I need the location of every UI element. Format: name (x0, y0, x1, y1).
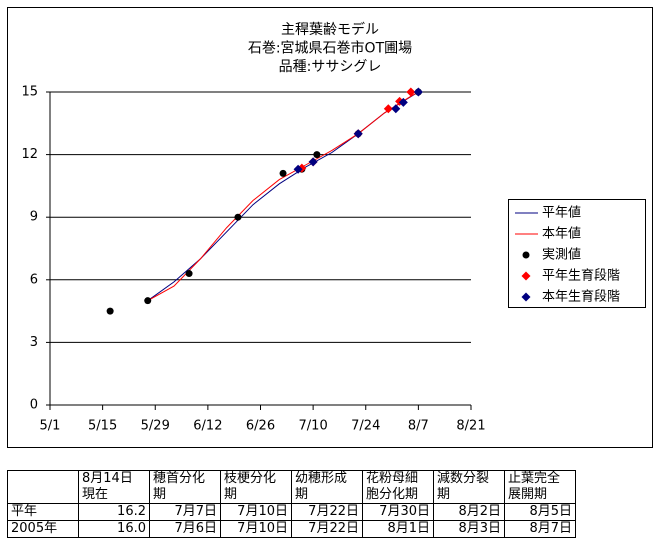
corner-cell (7, 470, 79, 504)
header-text: 胞分化期 (366, 487, 419, 502)
header-cell: 幼穂形成期 (291, 470, 363, 504)
header-row: 8月14日 現在 穂首分化期枝梗分化期幼穂形成期花粉母細 胞分化期 減数分裂期止葉完全展… (7, 470, 576, 504)
x-tick-label: 6/26 (246, 419, 275, 434)
cell: 16.0 (78, 520, 150, 538)
cell: 7月22日 (291, 503, 363, 521)
data-row: 2005年 16.0 7月6日 7月10日 7月22日 8月1日 8月3日 8月7日 (7, 520, 576, 538)
data-row: 平年 16.2 7月7日 7月10日 7月22日 7月30日 8月2日 8月5日 (7, 503, 576, 521)
point (106, 307, 114, 315)
cell: 8月1日 (362, 520, 434, 538)
legend-label: 実測値 (542, 247, 581, 263)
legend-swatch (521, 292, 531, 302)
point (406, 87, 416, 97)
x-tick-label: 8/7 (408, 419, 429, 434)
cell: 8月7日 (504, 520, 576, 538)
cell: 7月30日 (362, 503, 434, 521)
chart-title: 品種:ササシグレ (279, 59, 382, 75)
cell: 8月5日 (504, 503, 576, 521)
point (293, 164, 303, 174)
header-text: 減数分裂 (437, 471, 490, 486)
header-cell: 穂首分化期 (149, 470, 221, 504)
x-tick-label: 7/24 (351, 419, 380, 434)
legend-box (508, 199, 646, 308)
header-cell: 8月14日 現在 (78, 470, 150, 504)
point (313, 151, 321, 159)
x-tick-label: 5/29 (141, 419, 170, 434)
row-label: 2005年 (7, 520, 79, 538)
header-cell: 枝梗分化期 (220, 470, 292, 504)
point (308, 157, 318, 167)
header-cell: 止葉完全 展開期 (504, 470, 576, 504)
point (279, 169, 287, 177)
header-text: 花粉母細 (366, 471, 419, 486)
point (185, 270, 193, 278)
y-tick-label: 9 (30, 210, 38, 225)
cell: 7月10日 (220, 520, 292, 538)
cell: 7月22日 (291, 520, 363, 538)
x-tick-label: 6/12 (193, 419, 222, 434)
chart-title: 石巻:宮城県石巻市OT圃場 (248, 40, 412, 57)
chart-title: 主稈葉齢モデル (281, 21, 379, 38)
cell: 8月3日 (433, 520, 505, 538)
legend-swatch (521, 271, 531, 281)
header-text: 8月14日 (82, 471, 133, 486)
point (234, 213, 242, 221)
x-tick-label: 8/21 (456, 419, 485, 434)
header-text: 期 (153, 487, 167, 502)
y-tick-label: 0 (30, 398, 38, 413)
header-text: 期 (224, 487, 238, 502)
legend-label: 平年値 (542, 205, 581, 221)
series-line (147, 91, 419, 302)
header-text: 期 (295, 487, 309, 502)
header-text: 幼穂形成 (295, 471, 348, 486)
legend-label: 本年値 (542, 226, 581, 242)
point (413, 87, 423, 97)
cell: 8月2日 (433, 503, 505, 521)
header-text: 穂首分化 (153, 471, 206, 486)
point (391, 104, 401, 114)
x-tick-label: 5/15 (88, 419, 117, 434)
y-tick-label: 6 (30, 272, 38, 287)
header-text: 期 (437, 487, 451, 502)
header-text: 止葉完全 (508, 471, 561, 486)
chart-frame (7, 7, 653, 448)
legend-label: 平年生育段階 (542, 268, 620, 284)
legend-swatch (522, 251, 530, 259)
x-tick-label: 5/1 (40, 419, 61, 434)
point (144, 297, 152, 305)
x-tick-label: 7/10 (299, 419, 328, 434)
header-cell: 花粉母細 胞分化期 (362, 470, 434, 504)
cell: 7月7日 (149, 503, 221, 521)
point (353, 129, 363, 139)
header-text: 枝梗分化 (224, 471, 277, 486)
y-tick-label: 12 (21, 147, 38, 162)
cell: 7月10日 (220, 503, 292, 521)
point (383, 104, 393, 114)
stage-table: 8月14日 現在 穂首分化期枝梗分化期幼穂形成期花粉母細 胞分化期 減数分裂期止葉完全展… (7, 470, 576, 538)
cell: 7月6日 (149, 520, 221, 538)
header-text: 展開期 (508, 487, 548, 502)
row-label: 平年 (7, 503, 79, 521)
legend-label: 本年生育段階 (542, 289, 620, 305)
header-text: 現在 (82, 487, 109, 502)
cell: 16.2 (78, 503, 150, 521)
point (398, 97, 408, 107)
y-tick-label: 3 (30, 335, 38, 350)
y-tick-label: 15 (21, 85, 38, 100)
header-cell: 減数分裂期 (433, 470, 505, 504)
